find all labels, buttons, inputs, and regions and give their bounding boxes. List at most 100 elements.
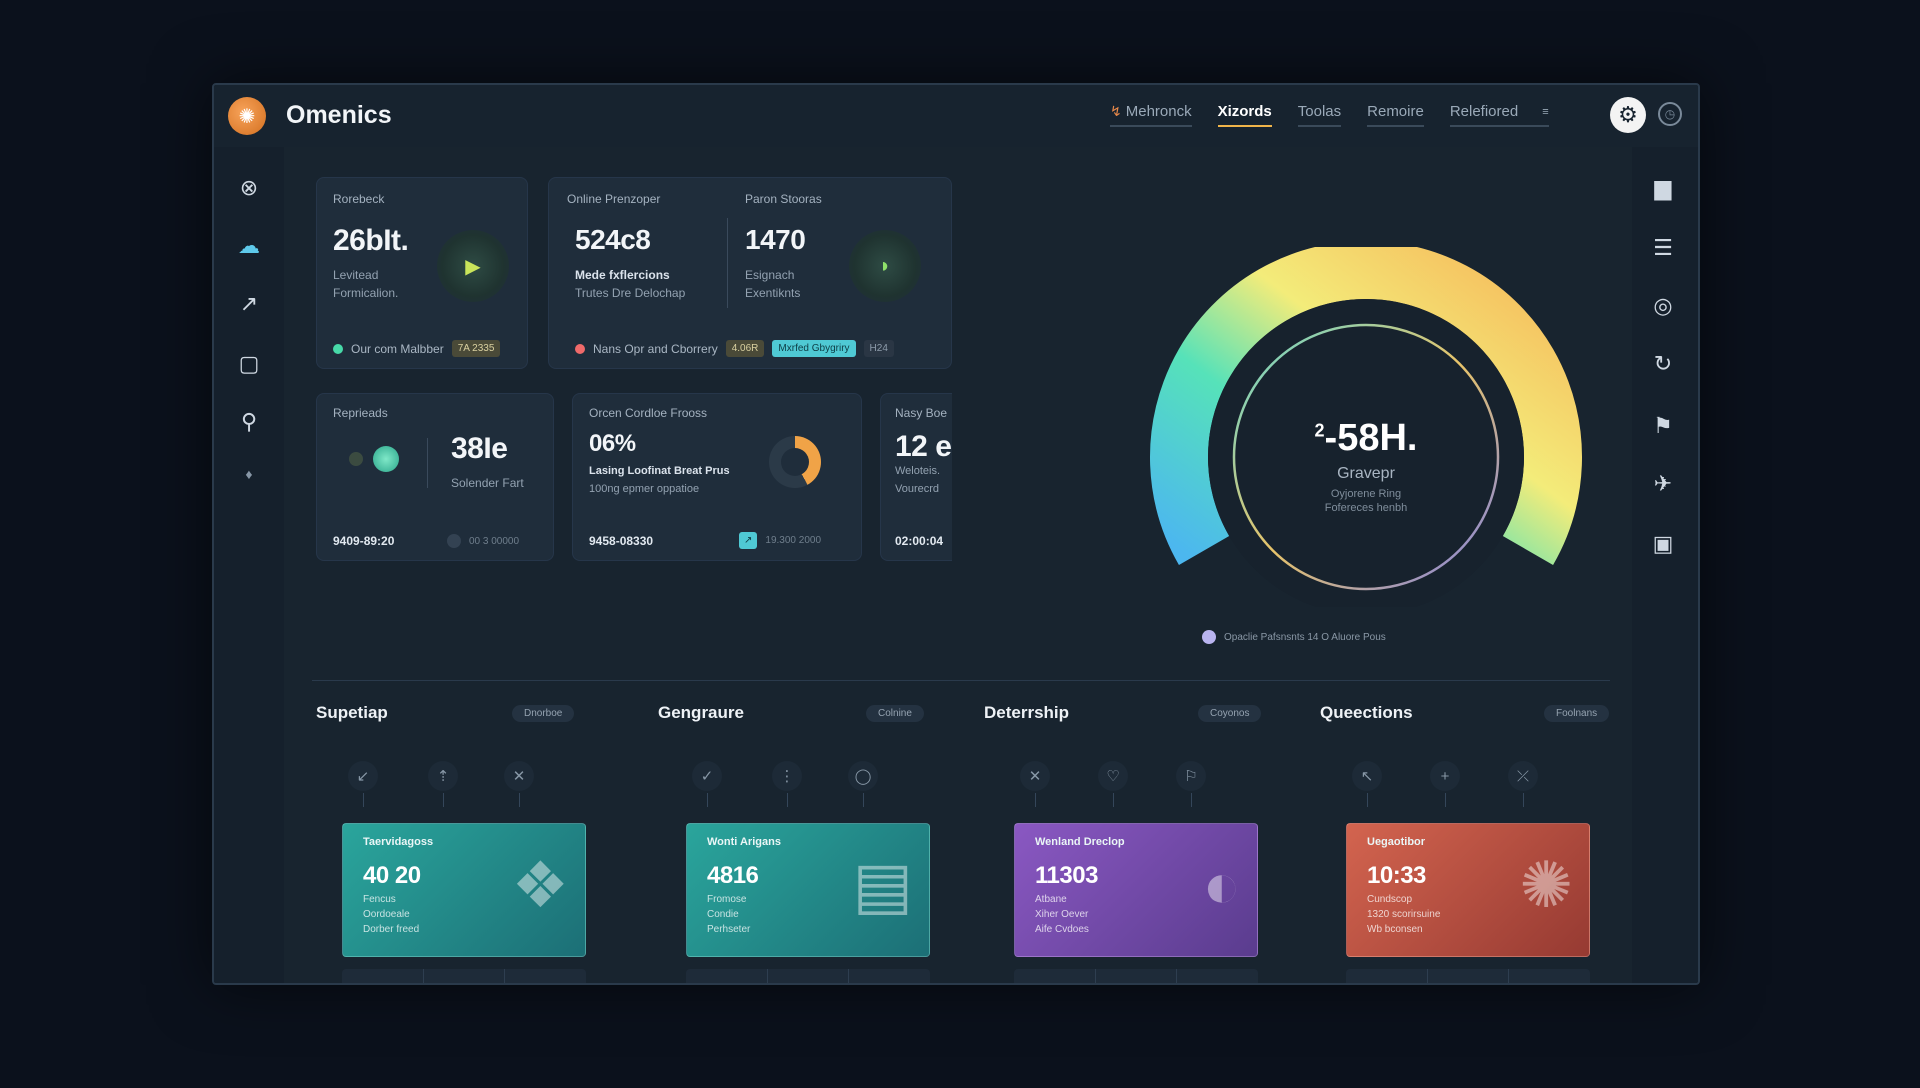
pin-icon[interactable]: ♦ — [245, 466, 253, 482]
metric-card-online[interactable]: Online Prenzoper 524c8 Mede fxflercions T… — [548, 177, 952, 369]
nav-item-remoire[interactable]: Remoire — [1367, 103, 1424, 127]
connector-line — [443, 793, 444, 807]
sync-icon[interactable]: ⊗ — [239, 175, 259, 200]
gauge-fill — [1150, 241, 1582, 565]
check-icon[interactable]: ✓ — [692, 761, 722, 791]
swap-icon[interactable]: ⤫ — [1508, 761, 1538, 791]
gauge-value-text: -58H. — [1324, 417, 1418, 459]
tile-sub-line: Atbane — [1035, 894, 1067, 905]
compass-icon[interactable]: ◷ — [1658, 102, 1682, 126]
footer-tag-highlight[interactable]: Mxrfed Gbygriry — [772, 340, 856, 357]
metric-card-rorebeck[interactable]: Rorebeck 26bIt. Levitead Formicalion. ▶ O… — [316, 177, 528, 369]
gear-icon[interactable]: ⚙ — [1610, 97, 1646, 133]
tile-sub-line: Condie — [707, 909, 739, 920]
footer-stat-mid[interactable]: OBU I — [766, 969, 850, 983]
search-icon[interactable]: ⚲ — [240, 409, 258, 434]
footer-tag: H24 — [863, 340, 894, 357]
footer-text: 00 3 00000 — [469, 535, 520, 547]
footer-text: 19.300 2000 — [765, 535, 822, 546]
nav-item-relefiored[interactable]: Relefiored ≡ — [1449, 103, 1549, 127]
gauge-sub-line: Oyjorene Ring — [1330, 488, 1402, 500]
nav-label: Mehronck — [1125, 103, 1192, 120]
section-tile[interactable]: Taervidagoss 40 20 Fencus Oordoeale Dorber… — [342, 823, 586, 957]
refresh-icon[interactable]: ↻ — [1653, 351, 1673, 376]
graph-icon: ↯ — [1110, 103, 1122, 119]
card-label: Online Prenzoper — [567, 192, 661, 206]
close-icon[interactable]: ✕ — [1020, 761, 1050, 791]
footer-text: Our com Malbber — [351, 341, 444, 356]
more-icon[interactable]: ⋮ — [772, 761, 802, 791]
main-gauge: 2-58H. Gravepr Oyjorene Ring Fofereces he… — [1146, 241, 1586, 615]
metric-card-reprieads[interactable]: Reprieads 38Ie Solender Fart 9409-89:20 … — [316, 393, 554, 561]
gauge-value: 2-58H. — [1146, 417, 1586, 460]
nav-label: Toolas — [1297, 103, 1342, 120]
card-label: Nasy Boe — [895, 406, 948, 420]
play-button[interactable]: ◗ — [849, 230, 921, 302]
nav-item-toolas[interactable]: Toolas — [1297, 103, 1342, 127]
plus-icon[interactable]: + — [1430, 761, 1460, 791]
chat-icon[interactable]: ▢ — [238, 351, 260, 376]
play-button[interactable]: ▶ — [437, 230, 509, 302]
tile-sub-line: Cundscop — [1367, 894, 1413, 905]
arrow-up-right-icon[interactable]: ↗ — [239, 291, 259, 316]
tile-sub-line: 1320 scorirsuine — [1367, 909, 1441, 920]
close-icon[interactable]: ✕ — [504, 761, 534, 791]
footer-stat-mid[interactable]: OBU I — [1426, 969, 1510, 983]
donut-hole — [781, 448, 809, 476]
connector-line — [1445, 793, 1446, 807]
target-icon[interactable]: ◎ — [1653, 293, 1673, 318]
footer-stat-mid[interactable]: OBII I — [1094, 969, 1178, 983]
card-label: Rorebeck — [333, 192, 385, 206]
gauge-inner-ring — [1232, 323, 1500, 591]
section-filter-pill[interactable]: Dnorboe — [512, 705, 575, 722]
nav-label: Xizords — [1217, 103, 1272, 120]
metric-card-orcen[interactable]: Orcen Cordloe Frooss 06% Lasing Loofinat… — [572, 393, 862, 561]
logo-icon[interactable]: ✺ — [228, 97, 266, 135]
collapse-icon[interactable]: ↙ — [348, 761, 378, 791]
heart-icon[interactable]: ♡ — [1098, 761, 1128, 791]
location-pin-icon[interactable]: ⚑ — [1653, 413, 1673, 438]
connector-line — [1191, 793, 1192, 807]
card-footer: 9458-08330 — [589, 534, 654, 548]
nav-item-xizords[interactable]: Xizords — [1217, 103, 1272, 127]
card-sub: Mede fxflercions Trutes Dre Delochap — [575, 266, 685, 302]
section-tile[interactable]: Uegaotibor 10:33 Cundscop 1320 scorirsuin… — [1346, 823, 1590, 957]
card-label: Orcen Cordloe Frooss — [589, 406, 708, 420]
connector-line — [1035, 793, 1036, 807]
section-filter-pill[interactable]: Colnine — [866, 705, 924, 722]
tile-sub: Fencus Oordoeale Dorber freed — [363, 892, 419, 937]
legend-text: Opaclie Pafsnsnts 14 O Aluore Pous — [1224, 631, 1386, 643]
gauge-legend: Opaclie Pafsnsnts 14 O Aluore Pous — [1202, 630, 1386, 644]
leaf-icon: ◗ — [878, 254, 892, 277]
folder-icon[interactable]: ▆ — [1654, 175, 1672, 200]
section-tile[interactable]: Wenland Dreclop 11303 Atbane Xiher Oever A… — [1014, 823, 1258, 957]
card-footer: Nans Opr and Cborrery 4.06R Mxrfed Gbygrir… — [575, 340, 894, 357]
tile-title: Uegaotibor — [1367, 836, 1426, 848]
tile-value: 40 20 — [363, 862, 421, 889]
card-sub-2: Esignach Exentiknts — [745, 266, 800, 302]
connector-line — [1113, 793, 1114, 807]
card-value: 26bIt. — [333, 224, 409, 257]
section-filter-pill[interactable]: Coyonos — [1198, 705, 1262, 722]
chart-icon[interactable]: ↗ — [739, 532, 758, 549]
fish-illustration-icon: ❖ — [511, 849, 569, 921]
top-nav: ↯ Mehronck Xizords Toolas Remoire Relefio… — [1110, 103, 1549, 127]
section-filter-pill[interactable]: Foolnans — [1544, 705, 1610, 722]
circle-icon[interactable]: ◯ — [848, 761, 878, 791]
footer-tag: 4.06R — [725, 340, 765, 357]
plane-icon[interactable]: ✈ — [1653, 471, 1673, 496]
list-icon[interactable]: ☰ — [1653, 235, 1673, 260]
document-icon[interactable]: ▣ — [1652, 531, 1674, 556]
flag-icon[interactable]: ⚐ — [1176, 761, 1206, 791]
expand-icon[interactable]: ↖ — [1352, 761, 1382, 791]
section-tile[interactable]: Wonti Arigans 4816 Fromose Condie Perhsete… — [686, 823, 930, 957]
gauge-label: Gravepr — [1337, 465, 1395, 482]
footer-stat-mid[interactable]: OBU I — [422, 969, 506, 983]
filter-icon[interactable]: ≡ — [1542, 105, 1549, 118]
nav-item-mehronck[interactable]: ↯ Mehronck — [1110, 103, 1192, 127]
indicator-dot-active — [373, 446, 399, 472]
upload-icon[interactable]: ⇡ — [428, 761, 458, 791]
metric-card-nasy[interactable]: Nasy Boe 12 e Weloteis. Vourecrd 02:00:04 — [880, 393, 952, 561]
cloud-icon[interactable]: ☁ — [238, 233, 260, 258]
tile-sub-line: Fencus — [363, 894, 396, 905]
